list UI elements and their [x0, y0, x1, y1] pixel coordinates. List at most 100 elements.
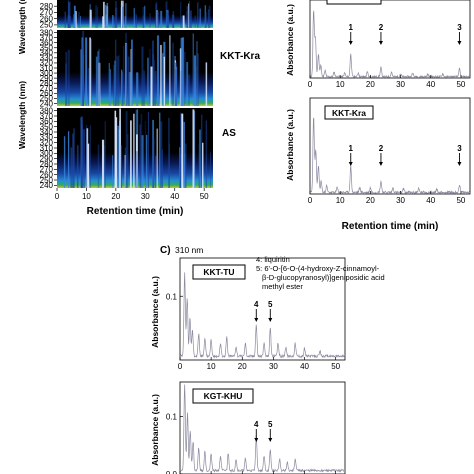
heatmap-peak-streak [73, 128, 75, 188]
peak-annotation-label: 5 [268, 420, 273, 429]
heatmap-peak-streak [205, 120, 208, 188]
y-tick-label: 280 [40, 2, 54, 11]
heatmap-peak-streak [122, 6, 124, 29]
heatmap-peak-streak [160, 121, 163, 188]
heatmap-peak-streak [124, 155, 126, 188]
peak-annotation-arrowhead [348, 41, 353, 45]
heatmap-peak-streak [76, 145, 79, 188]
heatmap-peak-streak [110, 69, 111, 106]
heatmap-peak-streak [106, 3, 109, 29]
heatmap-peak-streak [136, 151, 138, 188]
heatmap-peak-streak [65, 51, 68, 106]
heatmap-peak-streak [85, 125, 88, 188]
peak-annotation-arrowhead [268, 438, 273, 442]
heatmap-peak-streak [128, 72, 131, 106]
trace-kkt-kra-sample-box [324, 105, 374, 120]
heatmap-peak-streak [116, 56, 119, 106]
heatmap-peak-streak [181, 37, 185, 106]
chromatogram-series-line [179, 384, 346, 473]
panel-c-legend: 4: liquiritin 5: 6'-O-[6-O-(4-hydroxy-Z-… [256, 255, 385, 291]
y-tick-label: 0.1 [166, 413, 178, 422]
heatmap-peak-streak [142, 15, 144, 28]
heatmap-peak-streak [64, 11, 67, 29]
heatmap-peak-streak [121, 69, 123, 106]
heatmap-peak-streak [136, 72, 139, 106]
heatmap-peak-streak [82, 46, 84, 106]
heatmap-peak-streak [67, 131, 70, 188]
heatmap-peak-streak [183, 121, 186, 188]
panel-c-label: C) [160, 245, 171, 256]
y-tick-label: 260 [40, 170, 54, 179]
heatmap-peak-streak [89, 125, 92, 188]
peak-annotation-arrowhead [268, 318, 273, 322]
heatmap-peak-streak [172, 42, 174, 106]
y-tick-label: 370 [40, 33, 54, 42]
x-tick-label: 10 [207, 362, 216, 371]
peak-annotation-label: 3 [457, 144, 462, 153]
x-tick-label: 40 [426, 196, 435, 205]
heatmap-peak-streak [144, 5, 146, 28]
heatmap-base-band [57, 152, 213, 188]
y-tick-label: 240 [40, 99, 54, 108]
heatmap-peak-streak [186, 6, 189, 28]
y-tick-label: 300 [40, 149, 54, 158]
heatmap-as: 3803703603503403303203103002902802702602… [40, 106, 237, 217]
heatmap-peak-streak [141, 46, 144, 106]
heatmap-peak-streak [181, 16, 183, 28]
heatmap-peak-streak [141, 135, 144, 188]
heatmap-peak-streak [197, 2, 199, 29]
peak-annotation-arrowhead [254, 318, 259, 322]
trace-kkt-kra: KKT-Kra 0 10 20 30 40 50 1 2 3 Absorbance (a.u.)… [285, 97, 471, 232]
trace-kkt-tu-sample-label: KKT-TU [203, 267, 234, 277]
heatmap-peak-streak [85, 37, 88, 107]
y-tick-label: 280 [40, 79, 54, 88]
trace-kkt-tu: KKT-TU 0 10 20 30 40 50 0.1 4 5 Absorbance (a.u.… [150, 257, 346, 371]
heatmap-peak-streak [186, 11, 188, 29]
heatmap-peak-streak [65, 63, 67, 106]
y-tick-label: 350 [40, 44, 54, 53]
heatmap-peak-streak [156, 10, 158, 28]
heatmap-peak-streak [114, 39, 117, 106]
heatmap-peak-streak [124, 15, 126, 28]
heatmap-peak-streak [121, 71, 124, 106]
heatmap-peak-streak [175, 69, 177, 106]
peak-annotation-label: 3 [457, 23, 462, 32]
heatmap-peak-streak [163, 56, 166, 106]
x-tick-label: 20 [366, 80, 375, 89]
heatmap-peak-streak [208, 5, 211, 28]
heatmap-peak-streak [149, 48, 151, 106]
heatmap-peak-streak [114, 110, 117, 188]
trace-kgt-khu-frame [179, 381, 346, 474]
heatmap-peak-streak [133, 8, 135, 28]
heatmap-peak-streak [192, 109, 195, 188]
legend-line-5: 5: 6'-O-[6-O-(4-hydroxy-Z-cinnamoyl- [256, 264, 380, 273]
trace-top-right: 0 10 20 30 40 50 1 2 3 Absorbance (a.u.) [285, 0, 471, 89]
heatmap-peak-streak [156, 35, 160, 106]
heatmap-peak-streak [122, 45, 125, 106]
y-tick-label: 250 [40, 94, 54, 103]
heatmap-peak-streak [140, 114, 143, 188]
heatmap-peak-streak [154, 70, 157, 106]
peak-annotation-arrowhead [378, 162, 383, 166]
x-tick-label: 0 [308, 80, 313, 89]
heatmap-peak-streak [160, 44, 162, 106]
heatmap-peak-streak [97, 144, 100, 188]
trace-kkt-tu-ylabel: Absorbance (a.u.) [150, 276, 160, 348]
heatmap-kkt-kra-ylabel: Wavelength (nm) [17, 81, 27, 149]
heatmap-peak-streak [150, 66, 153, 106]
heatmap-kkt-kra-label: KKT-Kra [220, 51, 260, 62]
heatmap-peak-streak [97, 51, 99, 106]
legend-line-4: 4: liquiritin [256, 255, 290, 264]
x-tick-label: 10 [82, 192, 91, 201]
heatmap-peak-streak [133, 113, 135, 188]
heatmap-peak-streak [125, 44, 128, 106]
heatmap-peak-streak [72, 133, 74, 188]
x-tick-label: 0 [178, 362, 183, 371]
trace-kkt-kra-sample-label: KKT-Kra [332, 108, 366, 118]
x-tick-label: 20 [238, 362, 247, 371]
heatmap-peak-streak [113, 16, 116, 28]
heatmap-peak-streak [156, 128, 158, 188]
heatmap-peak-streak [67, 49, 70, 106]
trace-kkt-kra-xlabel: Retention time (min) [342, 221, 439, 232]
